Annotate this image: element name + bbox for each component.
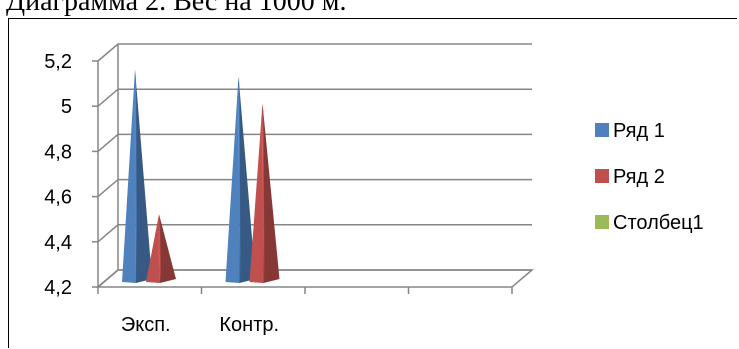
gridline: [97, 269, 532, 288]
legend-swatch: [595, 169, 609, 183]
cone-bar: [225, 76, 256, 283]
gridline: [97, 133, 532, 152]
legend-label: Ряд 2: [613, 166, 665, 188]
cone-highlight: [237, 76, 241, 282]
legend-swatch: [595, 215, 609, 229]
legend: Ряд 1 Ряд 2 Столбец1: [595, 120, 704, 234]
cone-highlight: [261, 103, 265, 282]
gridlines: [92, 43, 532, 288]
y-axis-ticks: 4,2 4,4 4,6 4,8 5 5,2: [44, 51, 72, 299]
cone-bar: [122, 69, 152, 284]
cone-shadow: [238, 76, 256, 283]
cone-face: [225, 76, 240, 283]
gridline: [97, 88, 532, 107]
chart-heading: Диаграмма 2. Вес на 1000 м.: [6, 0, 347, 17]
cone-bar: [146, 214, 176, 283]
gridline: [97, 178, 532, 198]
cone-highlight: [158, 214, 161, 282]
legend-label: Столбец1: [613, 212, 704, 234]
cone-bar: [249, 103, 280, 283]
side-wall: [97, 44, 119, 288]
data-cones: [122, 69, 280, 284]
y-tick-label: 5,2: [44, 51, 72, 73]
gridline: [97, 224, 532, 243]
cone-face: [249, 103, 264, 283]
x-axis: Эксп. Контр.: [97, 287, 513, 336]
y-tick-label: 4,2: [44, 277, 72, 299]
cone-shadow: [159, 214, 176, 283]
cone-shadow: [262, 103, 280, 283]
cone-face: [146, 214, 160, 283]
x-category-label: Контр.: [219, 314, 279, 336]
legend-label: Ряд 1: [613, 120, 665, 142]
chart-frame: [8, 18, 737, 348]
legend-swatch: [595, 123, 609, 137]
cone-highlight: [134, 69, 137, 283]
y-tick-label: 5: [61, 96, 72, 118]
gridline: [97, 43, 532, 62]
x-category-label: Эксп.: [121, 314, 171, 336]
y-tick-label: 4,6: [44, 187, 72, 209]
cone-shadow: [135, 69, 152, 284]
cone-face: [122, 69, 136, 284]
y-tick-label: 4,8: [44, 141, 72, 163]
y-tick-label: 4,4: [44, 232, 72, 254]
